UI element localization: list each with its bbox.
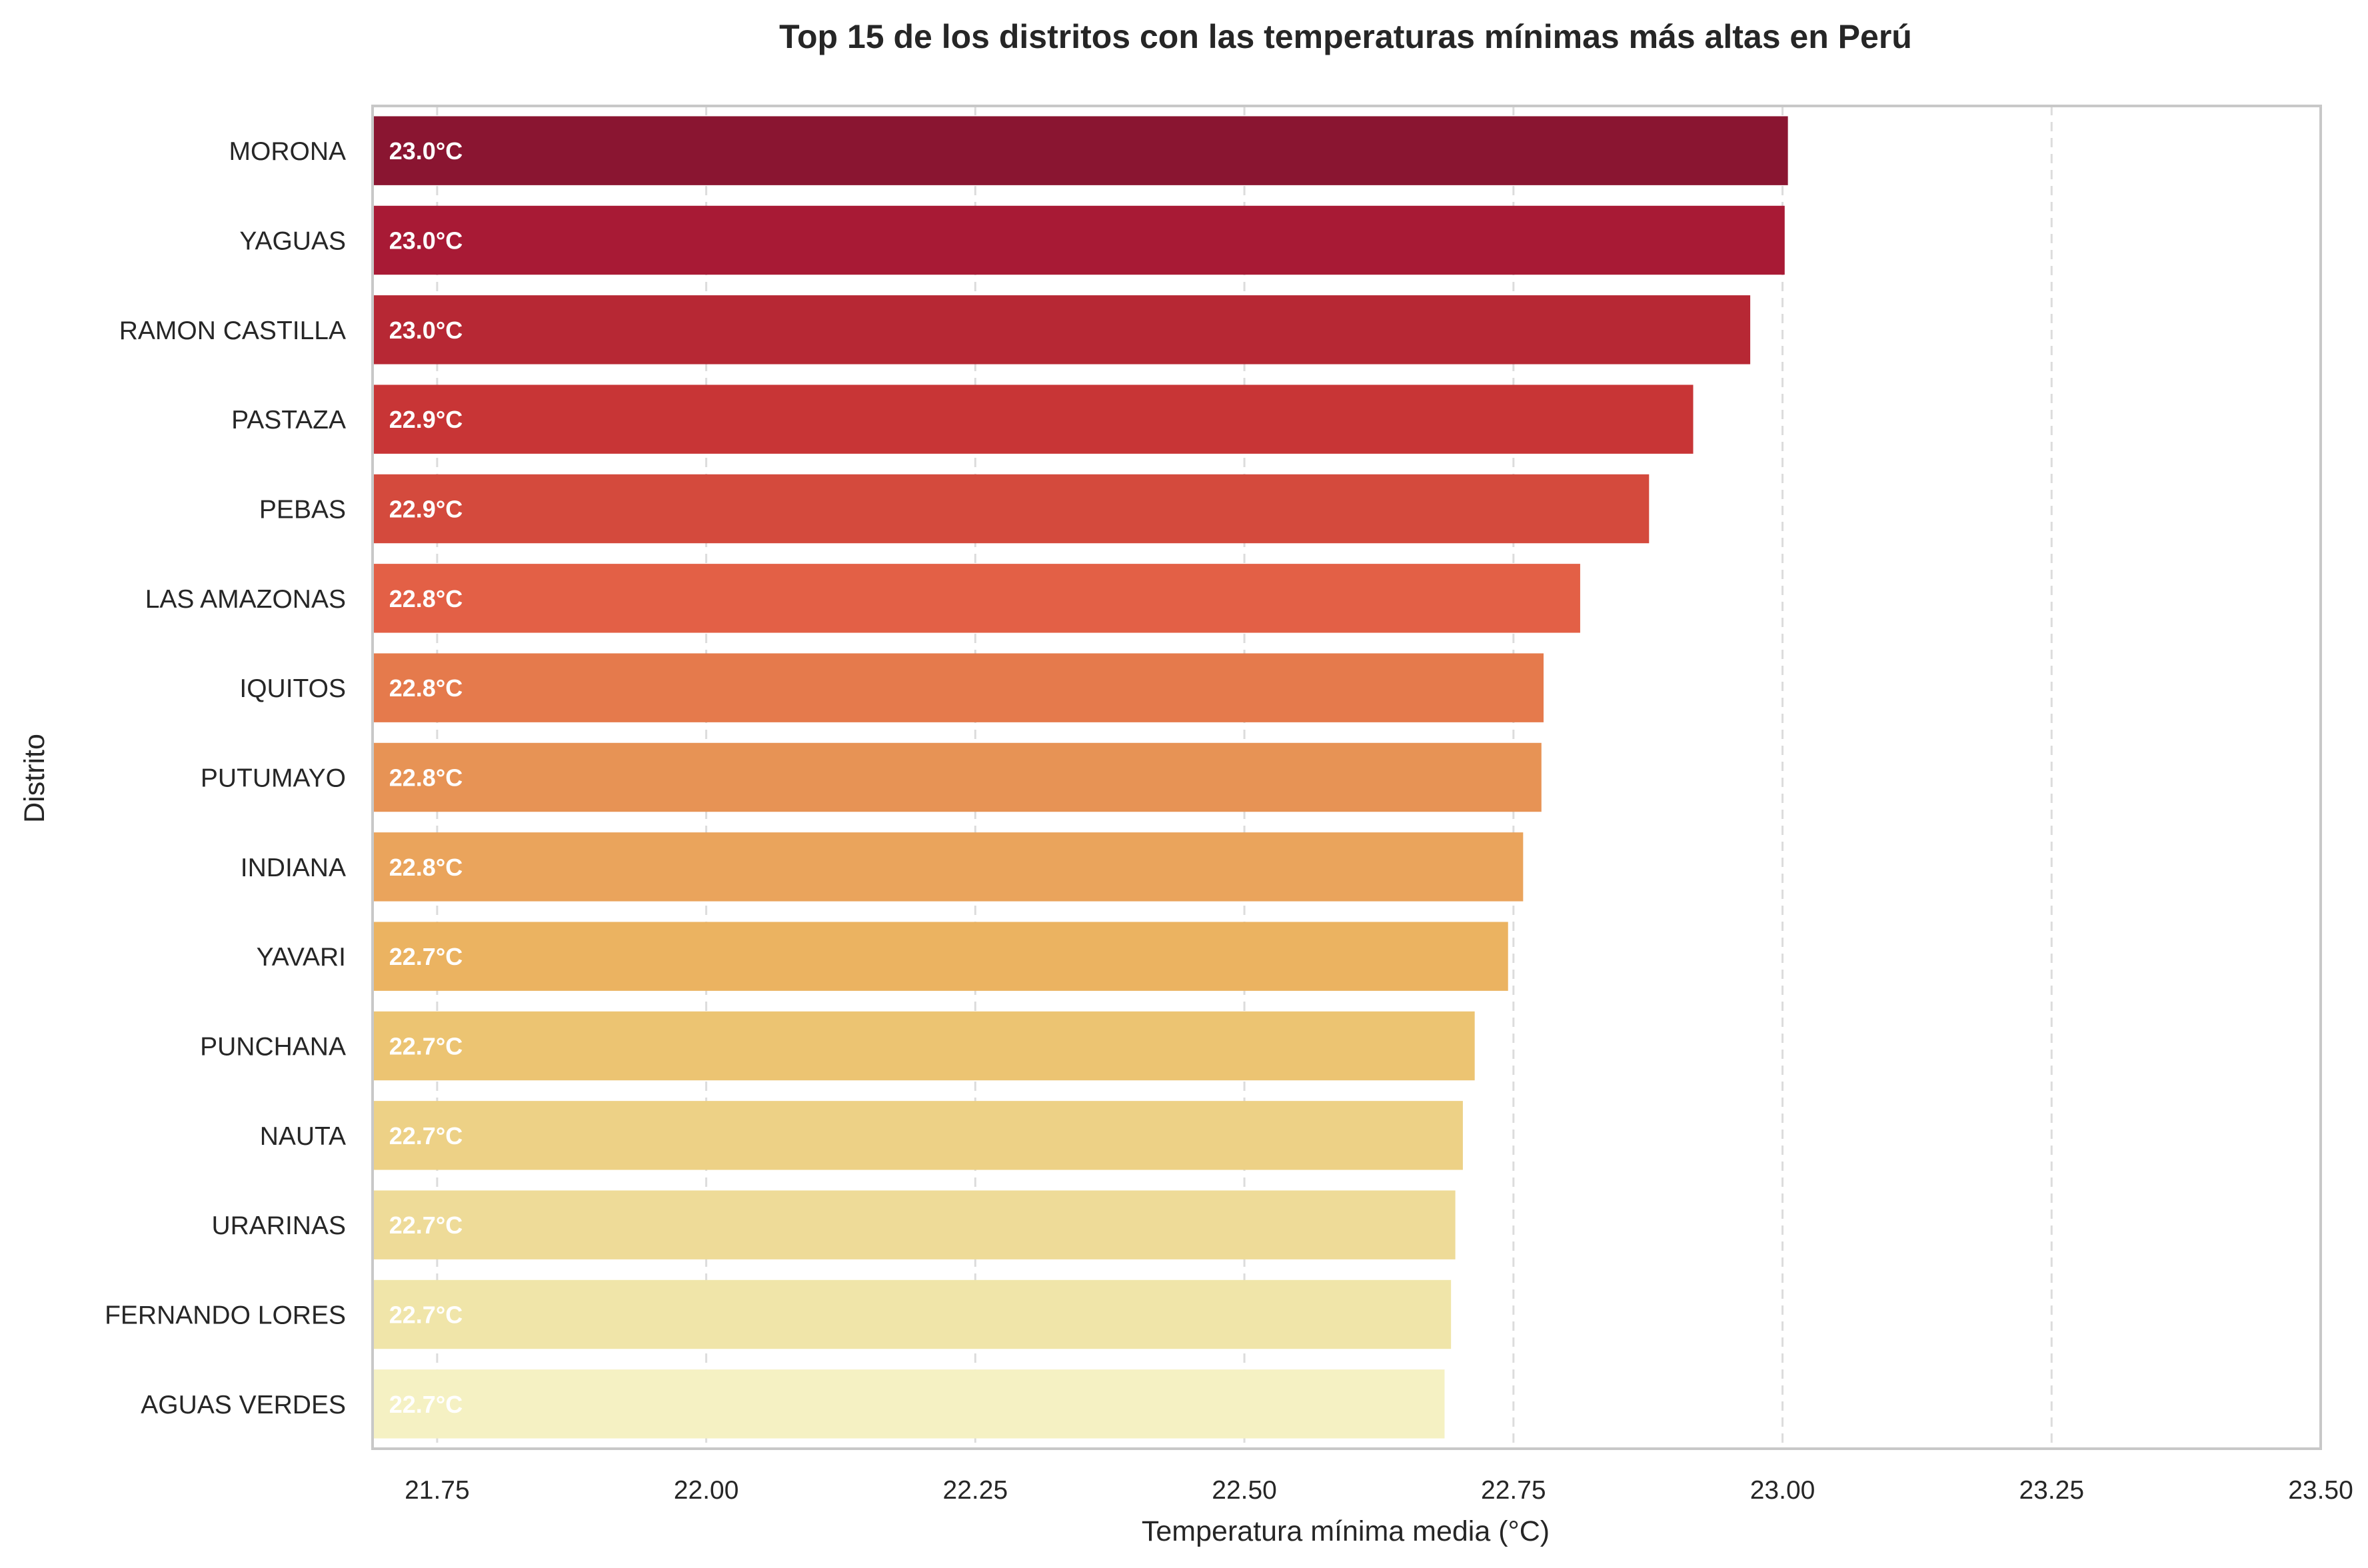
bar-value-label: 23.0°C	[389, 227, 463, 255]
y-tick-label: NAUTA	[260, 1122, 346, 1151]
bar	[373, 295, 1751, 365]
bar	[373, 474, 1650, 544]
bar-value-label: 22.8°C	[389, 585, 463, 612]
bar	[373, 564, 1580, 633]
bar-value-label: 22.7°C	[389, 1391, 463, 1418]
bar-value-label: 22.9°C	[389, 406, 463, 433]
y-tick-label: PASTAZA	[231, 406, 346, 434]
bar	[373, 1369, 1445, 1439]
bar-value-label: 22.9°C	[389, 496, 463, 523]
y-tick-label: AGUAS VERDES	[141, 1391, 346, 1419]
bar	[373, 385, 1694, 454]
bar-value-labels: 23.0°C 23.0°C 23.0°C 22.9°C 22.9°C 22.8°C 22.8…	[389, 137, 463, 1418]
y-tick-label: IQUITOS	[239, 674, 346, 703]
bar-value-label: 22.8°C	[389, 854, 463, 881]
x-tick-label: 22.00	[674, 1476, 739, 1505]
y-tick-label: PEBAS	[259, 496, 346, 524]
y-tick-label: FERNANDO LORES	[105, 1301, 346, 1330]
bars	[373, 116, 1788, 1439]
bar-value-label: 23.0°C	[389, 137, 463, 165]
bar	[373, 1101, 1463, 1170]
bar	[373, 832, 1524, 902]
chart-title: Top 15 de los distritos con las temperat…	[779, 18, 1912, 55]
x-axis-label: Temperatura mínima media (°C)	[1142, 1515, 1550, 1547]
y-axis-label: Distrito	[19, 734, 51, 823]
bar	[373, 922, 1508, 991]
x-tick-labels: 21.75 22.00 22.25 22.50 22.75 23.00 23.25 23.50	[405, 1476, 2353, 1505]
y-tick-label: URARINAS	[211, 1211, 346, 1240]
y-tick-label: MORONA	[229, 137, 347, 166]
bar	[373, 1011, 1475, 1081]
bar	[373, 116, 1788, 185]
bar-value-label: 22.7°C	[389, 1211, 463, 1239]
plot-frame	[371, 105, 2322, 1450]
bar	[373, 1279, 1452, 1349]
x-tick-label: 23.50	[2288, 1476, 2353, 1505]
x-tick-label: 22.75	[1481, 1476, 1546, 1505]
y-tick-label: PUNCHANA	[200, 1033, 346, 1062]
bar-value-label: 22.7°C	[389, 943, 463, 970]
y-tick-label: YAGUAS	[239, 227, 346, 256]
y-tick-label: RAMON CASTILLA	[119, 317, 346, 345]
x-tick-label: 22.50	[1212, 1476, 1277, 1505]
y-tick-label: PUTUMAYO	[201, 764, 346, 793]
y-tick-labels: MORONA YAGUAS RAMON CASTILLA PASTAZA PEBAS LA…	[105, 137, 346, 1419]
bar	[373, 742, 1542, 812]
bar-value-label: 23.0°C	[389, 317, 463, 344]
x-tick-label: 22.25	[943, 1476, 1008, 1505]
bar	[373, 205, 1785, 275]
bar-value-label: 22.7°C	[389, 1033, 463, 1060]
x-tick-label: 23.00	[1750, 1476, 1815, 1505]
x-tick-label: 21.75	[405, 1476, 470, 1505]
x-tick-label: 23.25	[2019, 1476, 2084, 1505]
bar-value-label: 22.7°C	[389, 1122, 463, 1150]
bar-value-label: 22.8°C	[389, 674, 463, 702]
bar	[373, 653, 1544, 722]
bar-value-label: 22.7°C	[389, 1301, 463, 1329]
bar-value-label: 22.8°C	[389, 764, 463, 792]
y-tick-label: LAS AMAZONAS	[145, 585, 346, 614]
y-tick-label: YAVARI	[257, 943, 346, 972]
y-tick-label: INDIANA	[241, 854, 346, 882]
bar	[373, 1190, 1456, 1259]
